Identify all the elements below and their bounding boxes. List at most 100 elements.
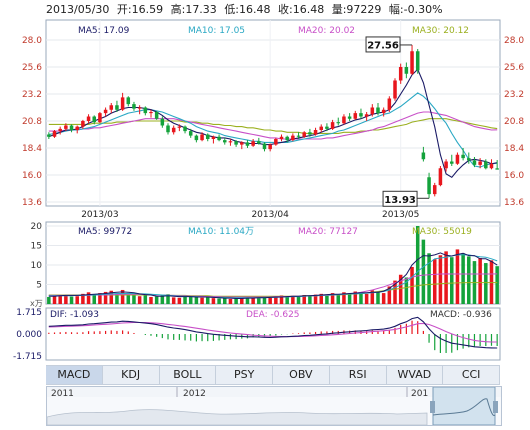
candle-62 xyxy=(398,63,403,84)
candle-body-19 xyxy=(154,112,159,119)
vol-bar-67 xyxy=(427,253,431,304)
macd-lines xyxy=(48,316,498,349)
vol-bar-50 xyxy=(330,293,335,304)
candle-66 xyxy=(421,146,426,162)
candle-body-20 xyxy=(160,118,165,126)
vol-legend-ma5: MA5: 99772 xyxy=(78,227,132,237)
candle-72 xyxy=(455,152,460,165)
vol-ma30-line xyxy=(48,282,498,297)
navigator-selection-window[interactable] xyxy=(432,386,496,426)
price-x-axis: 2013/03 2013/04 2013/05 xyxy=(81,210,419,220)
candle-1 xyxy=(52,130,57,138)
candle-2 xyxy=(58,126,62,135)
tab-boll[interactable]: BOLL xyxy=(160,366,217,384)
candle-body-25 xyxy=(188,131,193,136)
candle-body-44 xyxy=(296,135,301,137)
macd-dea-line xyxy=(48,321,498,343)
price-panel[interactable]: 28.0 25.6 23.2 20.8 18.4 16.0 13.6 28.0 25.6 23.… xyxy=(22,19,524,220)
vol-bar-20 xyxy=(160,295,165,304)
price-ytick-right-1: 25.6 xyxy=(504,63,524,73)
legend-ma20: MA20: 20.02 xyxy=(298,26,355,36)
candle-body-50 xyxy=(330,122,335,129)
tab-wvad[interactable]: WVAD xyxy=(387,366,444,384)
vol-bar-46 xyxy=(308,296,312,304)
candle-body-71 xyxy=(450,161,454,164)
candle-body-1 xyxy=(52,131,57,137)
navigator-svg: 2011 2012 201 xyxy=(46,386,501,426)
candle-body-47 xyxy=(313,130,318,135)
stock-chart-area[interactable]: 28.0 25.6 23.2 20.8 18.4 16.0 13.6 28.0 25.6 23.… xyxy=(0,0,530,362)
price-ytick-right-3: 20.8 xyxy=(504,117,524,127)
price-y-axis-left: 28.0 25.6 23.2 20.8 18.4 16.0 13.6 xyxy=(22,36,42,208)
candle-body-40 xyxy=(274,139,278,145)
price-ytick-left-5: 16.0 xyxy=(22,171,42,181)
candle-75 xyxy=(472,157,477,168)
volume-unit-label: x万 xyxy=(30,299,43,308)
candle-body-18 xyxy=(149,112,153,114)
price-candles xyxy=(47,44,499,199)
candle-67 xyxy=(427,172,431,199)
tab-obv[interactable]: OBV xyxy=(273,366,330,384)
candle-5 xyxy=(75,125,79,134)
vol-bar-9 xyxy=(98,293,102,304)
candle-76 xyxy=(478,158,482,169)
vol-bar-28 xyxy=(205,297,210,304)
candle-28 xyxy=(205,133,210,142)
tab-psy[interactable]: PSY xyxy=(216,366,273,384)
candle-20 xyxy=(160,116,165,128)
vol-bar-25 xyxy=(188,296,193,304)
volume-legend: MA5: 99772 MA10: 11.04万 MA20: 77127 MA30… xyxy=(78,227,472,237)
vol-bar-40 xyxy=(274,296,278,304)
vol-bar-8 xyxy=(92,295,96,304)
vol-bar-37 xyxy=(257,298,261,304)
navigator-handle-left[interactable] xyxy=(430,401,435,413)
tab-macd[interactable]: MACD xyxy=(46,366,103,384)
candle-body-62 xyxy=(398,67,403,81)
legend-dif: DIF: -1.093 xyxy=(50,310,99,320)
time-navigator[interactable]: 2011 2012 201 xyxy=(46,386,502,426)
candle-49 xyxy=(325,123,329,132)
annot-low-label: 13.93 xyxy=(384,195,416,206)
candle-71 xyxy=(450,154,454,166)
candle-body-68 xyxy=(432,185,437,195)
vol-bar-63 xyxy=(404,277,409,304)
price-y-axis-right: 28.0 25.6 23.2 20.8 18.4 16.0 13.6 xyxy=(504,36,524,208)
candle-body-39 xyxy=(268,144,272,150)
price-ytick-left-1: 25.6 xyxy=(22,63,42,73)
candle-38 xyxy=(262,142,267,152)
macd-panel[interactable]: 1.715 0.000 -1.715 DIF: -1.093 DEA: -0.625… xyxy=(13,307,501,362)
candle-body-76 xyxy=(478,161,482,165)
volume-panel[interactable]: 20 15 10 5 x万 MA5: 99772 MA10: 11.04万 MA20:… xyxy=(30,221,501,308)
candle-23 xyxy=(177,124,182,132)
vol-bar-53 xyxy=(347,293,352,304)
candle-70 xyxy=(444,159,448,172)
tab-rsi[interactable]: RSI xyxy=(330,366,387,384)
candle-body-0 xyxy=(47,134,51,137)
vol-bar-24 xyxy=(183,296,187,304)
macd-dif-line xyxy=(48,316,498,349)
tab-cci[interactable]: CCI xyxy=(443,366,500,384)
candle-9 xyxy=(98,112,102,124)
price-ytick-right-2: 23.2 xyxy=(504,90,524,100)
candle-body-65 xyxy=(415,51,420,71)
candle-77 xyxy=(484,159,488,170)
vol-bar-55 xyxy=(359,292,363,304)
candle-body-10 xyxy=(103,109,108,114)
vol-bar-72 xyxy=(455,249,460,304)
price-ytick-right-6: 13.6 xyxy=(504,198,524,208)
candle-3 xyxy=(64,123,68,132)
candle-10 xyxy=(103,107,108,117)
candle-body-22 xyxy=(171,127,176,133)
candle-27 xyxy=(200,132,204,142)
navigator-handle-right[interactable] xyxy=(493,401,498,413)
candle-body-60 xyxy=(387,98,392,110)
candle-body-26 xyxy=(194,135,199,141)
quote-date: 2013/05/30 xyxy=(46,3,110,16)
candle-body-13 xyxy=(120,97,125,110)
tab-kdj[interactable]: KDJ xyxy=(103,366,160,384)
quote-info-bar: 2013/05/30 开:16.59 高:17.33 低:16.48 收:16.… xyxy=(46,2,447,18)
candle-body-72 xyxy=(455,154,460,164)
vol-legend-ma30: MA30: 55019 xyxy=(412,227,472,237)
legend-ma10: MA10: 17.05 xyxy=(188,26,245,36)
vol-bar-74 xyxy=(467,256,471,304)
